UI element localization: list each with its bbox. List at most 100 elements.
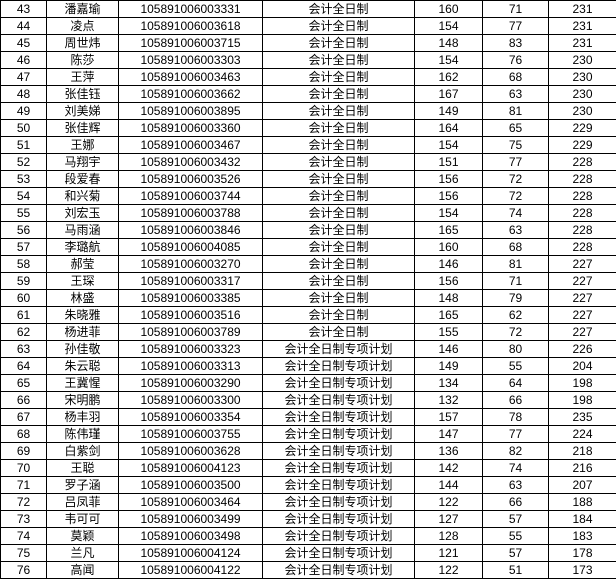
- cell: 128: [415, 528, 483, 545]
- table-row: 56马雨涵105891006003846会计全日制16563228: [1, 222, 616, 239]
- cell: 74: [1, 528, 47, 545]
- cell: 会计全日制专项计划: [263, 494, 415, 511]
- cell: 188: [549, 494, 616, 511]
- cell: 46: [1, 52, 47, 69]
- table-row: 53段爱春105891006003526会计全日制15672228: [1, 171, 616, 188]
- cell: 105891006003715: [119, 35, 263, 52]
- cell: 57: [483, 545, 549, 562]
- cell: 105891006003360: [119, 120, 263, 137]
- cell: 会计全日制专项计划: [263, 528, 415, 545]
- cell: 231: [549, 35, 616, 52]
- cell: 105891006003744: [119, 188, 263, 205]
- cell: 莫颖: [47, 528, 119, 545]
- table-row: 62杨进菲105891006003789会计全日制15572227: [1, 324, 616, 341]
- table-row: 67杨丰羽105891006003354会计全日制专项计划15778235: [1, 409, 616, 426]
- cell: 45: [1, 35, 47, 52]
- cell: 105891006003354: [119, 409, 263, 426]
- cell: 105891006004124: [119, 545, 263, 562]
- cell: 49: [1, 103, 47, 120]
- cell: 66: [483, 392, 549, 409]
- table-row: 45周世炜105891006003715会计全日制14883231: [1, 35, 616, 52]
- cell: 会计全日制: [263, 307, 415, 324]
- cell: 156: [415, 188, 483, 205]
- cell: 段爱春: [47, 171, 119, 188]
- table-row: 55刘宏玉105891006003788会计全日制15474228: [1, 205, 616, 222]
- cell: 105891006003317: [119, 273, 263, 290]
- cell: 会计全日制: [263, 222, 415, 239]
- cell: 会计全日制专项计划: [263, 375, 415, 392]
- cell: 77: [483, 18, 549, 35]
- cell: 会计全日制: [263, 239, 415, 256]
- cell: 149: [415, 358, 483, 375]
- cell: 吕凤菲: [47, 494, 119, 511]
- cell: 张佳辉: [47, 120, 119, 137]
- cell: 62: [483, 307, 549, 324]
- cell: 105891006003300: [119, 392, 263, 409]
- cell: 173: [549, 562, 616, 579]
- cell: 会计全日制: [263, 188, 415, 205]
- cell: 潘嘉瑜: [47, 1, 119, 18]
- cell: 147: [415, 426, 483, 443]
- table-row: 71罗子涵105891006003500会计全日制专项计划14463207: [1, 477, 616, 494]
- cell: 66: [483, 494, 549, 511]
- cell: 和兴菊: [47, 188, 119, 205]
- cell: 105891006003331: [119, 1, 263, 18]
- cell: 76: [483, 52, 549, 69]
- cell: 72: [1, 494, 47, 511]
- table-row: 58郝莹105891006003270会计全日制14681227: [1, 256, 616, 273]
- cell: 127: [415, 511, 483, 528]
- cell: 198: [549, 392, 616, 409]
- cell: 132: [415, 392, 483, 409]
- cell: 兰凡: [47, 545, 119, 562]
- cell: 154: [415, 205, 483, 222]
- table-row: 47王萍105891006003463会计全日制16268230: [1, 69, 616, 86]
- cell: 68: [1, 426, 47, 443]
- cell: 韦可可: [47, 511, 119, 528]
- cell: 会计全日制: [263, 69, 415, 86]
- cell: 77: [483, 426, 549, 443]
- cell: 105891006003385: [119, 290, 263, 307]
- table-row: 74莫颖105891006003498会计全日制专项计划12855183: [1, 528, 616, 545]
- cell: 105891006004123: [119, 460, 263, 477]
- cell: 会计全日制专项计划: [263, 341, 415, 358]
- cell: 71: [1, 477, 47, 494]
- cell: 77: [483, 154, 549, 171]
- table-row: 52马翔宇105891006003432会计全日制15177228: [1, 154, 616, 171]
- cell: 林盛: [47, 290, 119, 307]
- table-row: 44凌点105891006003618会计全日制15477231: [1, 18, 616, 35]
- cell: 204: [549, 358, 616, 375]
- cell: 王聪: [47, 460, 119, 477]
- table-row: 64朱云聪105891006003313会计全日制专项计划14955204: [1, 358, 616, 375]
- table-row: 51王娜105891006003467会计全日制15475229: [1, 137, 616, 154]
- cell: 52: [1, 154, 47, 171]
- cell: 183: [549, 528, 616, 545]
- cell: 57: [483, 511, 549, 528]
- cell: 会计全日制专项计划: [263, 392, 415, 409]
- cell: 79: [483, 290, 549, 307]
- cell: 105891006003467: [119, 137, 263, 154]
- cell: 227: [549, 307, 616, 324]
- cell: 148: [415, 35, 483, 52]
- cell: 64: [483, 375, 549, 392]
- cell: 68: [483, 69, 549, 86]
- table-row: 59王琛105891006003317会计全日制15671227: [1, 273, 616, 290]
- cell: 160: [415, 1, 483, 18]
- cell: 105891006003499: [119, 511, 263, 528]
- cell: 61: [1, 307, 47, 324]
- cell: 148: [415, 290, 483, 307]
- cell: 105891006003498: [119, 528, 263, 545]
- cell: 会计全日制: [263, 137, 415, 154]
- cell: 231: [549, 18, 616, 35]
- cell: 刘美娣: [47, 103, 119, 120]
- table-row: 49刘美娣105891006003895会计全日制14981230: [1, 103, 616, 120]
- table-row: 48张佳钰105891006003662会计全日制16763230: [1, 86, 616, 103]
- cell: 228: [549, 171, 616, 188]
- cell: 会计全日制: [263, 1, 415, 18]
- cell: 75: [483, 137, 549, 154]
- cell: 60: [1, 290, 47, 307]
- cell: 71: [483, 1, 549, 18]
- cell: 朱云聪: [47, 358, 119, 375]
- cell: 105891006003789: [119, 324, 263, 341]
- table-row: 61朱晓雅105891006003516会计全日制16562227: [1, 307, 616, 324]
- cell: 44: [1, 18, 47, 35]
